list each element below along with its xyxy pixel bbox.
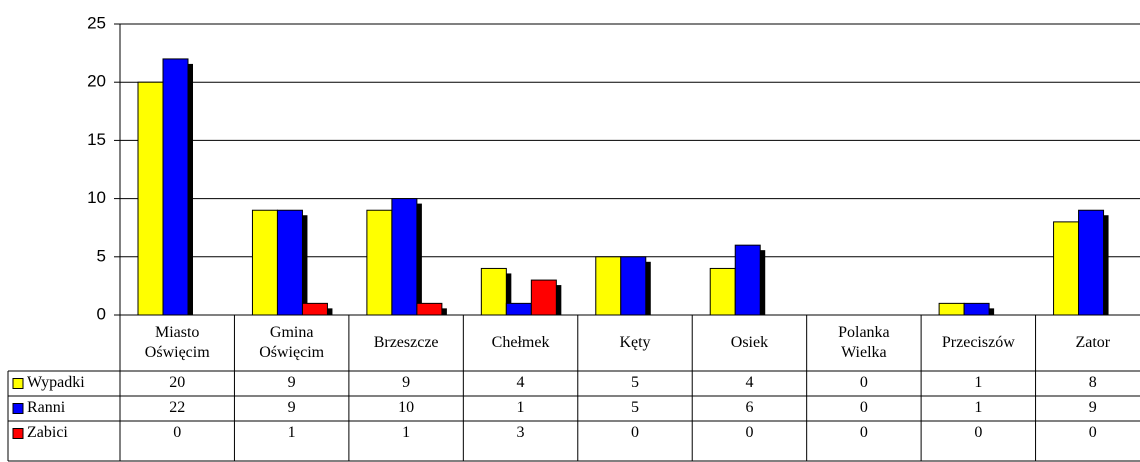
table-value: 9 [288,374,296,391]
x-tick-label: Gmina Oświęcim [259,324,324,361]
x-tick-label: Polanka Wielka [838,324,890,361]
table-value: 22 [169,399,185,416]
table-value: 0 [745,424,753,441]
bar [416,302,443,316]
table-value: 10 [398,399,414,416]
table-value: 1 [974,374,982,391]
x-tick-label: Przeciszów [942,334,1015,351]
y-tick-label: 25 [87,13,106,32]
table-value: 0 [860,424,868,441]
bar [391,198,418,316]
bar [620,256,647,316]
y-tick-label: 0 [97,304,106,323]
table-value: 0 [1089,424,1097,441]
bar [1078,209,1105,316]
table-value: 1 [402,424,410,441]
table-value: 8 [1089,374,1097,391]
bar [595,256,622,316]
legend-label: Zabici [27,424,68,441]
x-tick-label: Zator [1075,334,1110,351]
table-value: 5 [631,374,639,391]
bar [1053,221,1080,316]
table-value: 9 [1089,399,1097,416]
bar [530,279,557,316]
y-tick-label: 10 [87,188,106,207]
bar [162,58,189,316]
table-value: 0 [173,424,181,441]
x-tick-label: Osiek [731,334,768,351]
table-value: 6 [745,399,753,416]
table-value: 1 [517,399,525,416]
bar [963,302,990,316]
legend-label: Ranni [27,399,66,416]
table-value: 1 [974,399,982,416]
bar [734,244,761,316]
table-value: 5 [631,399,639,416]
x-tick-label: Kęty [619,334,650,351]
bar [709,267,736,316]
legend-swatch [12,378,24,389]
table-value: 0 [974,424,982,441]
bar [480,267,507,316]
table-value: 3 [517,424,525,441]
legend-swatch [12,403,24,414]
table-value: 9 [402,374,410,391]
bar [301,302,328,316]
table-value: 4 [745,374,753,391]
x-tick-label: Brzeszcze [374,334,439,351]
bar [137,81,164,316]
y-tick-label: 15 [87,130,106,149]
table-value: 4 [517,374,525,391]
bar [505,302,532,316]
table-value: 1 [288,424,296,441]
bar [276,209,303,316]
y-tick-label: 20 [87,72,106,91]
table-value: 0 [860,399,868,416]
table-value: 9 [288,399,296,416]
x-tick-label: Chełmek [492,334,550,351]
table-value: 0 [631,424,639,441]
table-value: 20 [169,374,185,391]
legend-label: Wypadki [27,374,85,391]
y-tick-label: 5 [97,246,106,265]
legend-swatch [12,428,24,439]
bar [938,302,965,316]
table-value: 0 [860,374,868,391]
bar [366,209,393,316]
x-tick-label: Miasto Oświęcim [145,324,210,361]
bar [251,209,278,316]
